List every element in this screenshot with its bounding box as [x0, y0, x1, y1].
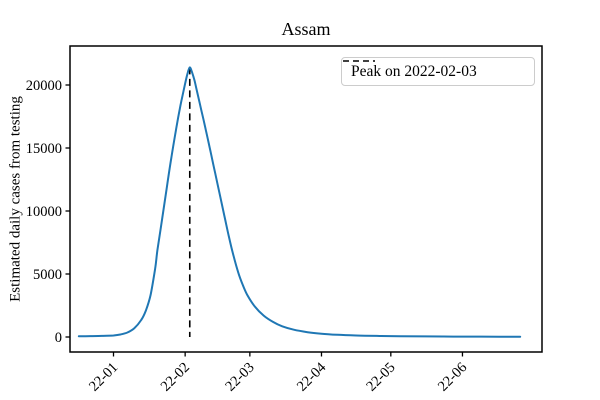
legend: Peak on 2022-02-03: [341, 57, 535, 86]
x-tick-label: 22-05: [363, 360, 398, 395]
x-tick-label: 22-02: [158, 360, 193, 395]
y-tick-label: 0: [55, 330, 62, 346]
legend-label: Peak on 2022-02-03: [351, 62, 477, 80]
y-tick-label: 20000: [26, 78, 62, 94]
plot-border: [69, 45, 543, 353]
y-axis-label: Estimated daily cases from testing: [7, 96, 24, 302]
x-tick-label: 22-03: [222, 360, 257, 395]
x-tick-label: 22-04: [294, 359, 330, 395]
y-tick-label: 10000: [26, 204, 62, 220]
x-tick-label: 22-01: [86, 360, 121, 395]
y-tick-label: 5000: [33, 267, 62, 283]
cases-curve: [77, 66, 522, 338]
legend-dash-icon: [343, 60, 375, 62]
chart-title: Assam: [281, 19, 331, 39]
x-tick-label: 22-06: [435, 360, 470, 395]
y-tick-label: 15000: [26, 141, 62, 157]
